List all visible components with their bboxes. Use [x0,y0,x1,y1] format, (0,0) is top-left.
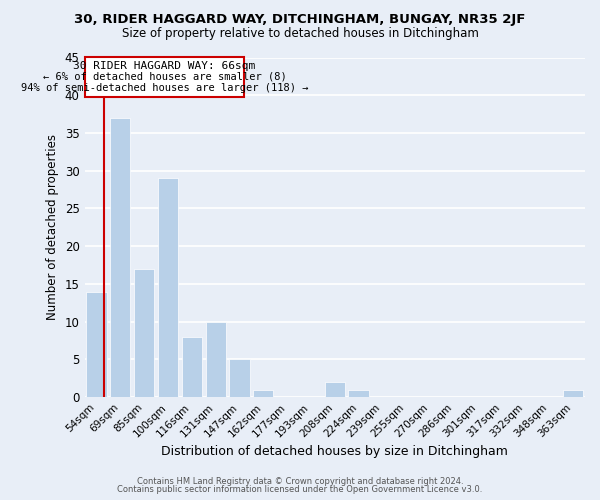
Text: Size of property relative to detached houses in Ditchingham: Size of property relative to detached ho… [122,28,478,40]
Bar [158,178,178,397]
Text: 30, RIDER HAGGARD WAY, DITCHINGHAM, BUNGAY, NR35 2JF: 30, RIDER HAGGARD WAY, DITCHINGHAM, BUNG… [74,12,526,26]
Text: Contains public sector information licensed under the Open Government Licence v3: Contains public sector information licen… [118,485,482,494]
Bar [229,360,250,397]
X-axis label: Distribution of detached houses by size in Ditchingham: Distribution of detached houses by size … [161,444,508,458]
Bar [563,390,583,397]
Bar [134,269,154,397]
Bar [206,322,226,397]
Bar [253,390,274,397]
Bar [349,390,369,397]
Bar [85,58,244,97]
Text: Contains HM Land Registry data © Crown copyright and database right 2024.: Contains HM Land Registry data © Crown c… [137,477,463,486]
Bar [86,292,107,397]
Bar [182,337,202,397]
Text: 94% of semi-detached houses are larger (118) →: 94% of semi-detached houses are larger (… [20,83,308,93]
Text: 30 RIDER HAGGARD WAY: 66sqm: 30 RIDER HAGGARD WAY: 66sqm [73,60,256,70]
Text: ← 6% of detached houses are smaller (8): ← 6% of detached houses are smaller (8) [43,72,286,82]
Bar [325,382,345,397]
Bar [110,118,130,397]
Y-axis label: Number of detached properties: Number of detached properties [46,134,59,320]
